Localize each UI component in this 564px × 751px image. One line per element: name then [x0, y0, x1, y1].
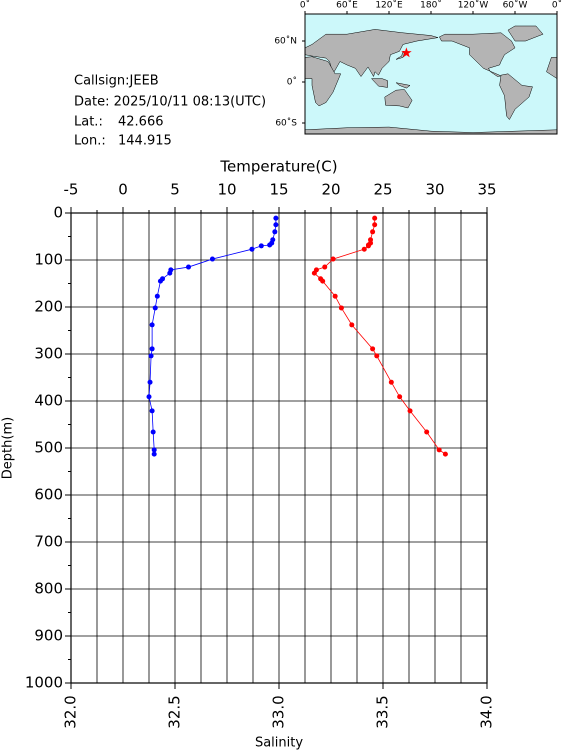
profile-point [151, 451, 157, 457]
profile-point [267, 242, 273, 248]
plot-frame [70, 212, 488, 684]
profile-point [388, 379, 394, 385]
map-lat-label: 0˚ [287, 77, 297, 88]
profile-point [372, 222, 378, 228]
profile-point [436, 447, 442, 453]
profile-point [338, 305, 344, 311]
map-lat-label: 60˚S [275, 118, 297, 129]
profile-point [330, 256, 336, 262]
land [370, 78, 388, 88]
x-tick-label: 5 [170, 181, 180, 199]
map-lon-label: 0˚ [300, 0, 310, 11]
x-tick-label: 25 [373, 181, 392, 199]
y-tick-label: 400 [34, 392, 63, 410]
profile-point [407, 408, 413, 414]
x-tick-label: 20 [321, 181, 340, 199]
profile-point [154, 293, 160, 299]
land [384, 89, 413, 109]
x-tick-label: 15 [269, 181, 288, 199]
land [439, 32, 516, 77]
profile-point [151, 447, 157, 453]
y-tick-label: 100 [34, 251, 63, 269]
profile-point [167, 270, 173, 276]
map-lon-label: 60˚E [336, 0, 358, 11]
x-tick-label: 30 [425, 181, 444, 199]
land [304, 56, 342, 107]
y-tick-label: 300 [34, 345, 63, 363]
profile-point [332, 293, 338, 299]
lat-label: Lat.: [74, 115, 103, 130]
profile-point [374, 353, 380, 359]
profile-point [397, 394, 403, 400]
x-tick-label: 0 [118, 181, 128, 199]
y-tick-label: 900 [34, 627, 63, 645]
map-lon-label: 120˚W [458, 0, 489, 11]
profile-point [186, 264, 192, 270]
callsign: Callsign:JEEB [74, 74, 159, 89]
profile-point [249, 246, 255, 252]
y-tick-label: 1000 [25, 674, 63, 692]
y-axis-title: Depth(m) [1, 417, 16, 479]
map-lon-label: 0˚ [552, 0, 562, 11]
x2-tick-label: 33.0 [270, 695, 288, 728]
profile-point [322, 264, 328, 270]
y-tick-label: 800 [34, 580, 63, 598]
x-tick-label: 35 [477, 181, 496, 199]
profile-point [272, 229, 278, 235]
profile-point [424, 429, 430, 435]
profile-point [442, 451, 448, 457]
map-lon-label: 180˚ [420, 0, 442, 11]
lon-value: 144.915 [118, 134, 172, 149]
land [499, 73, 533, 121]
profile-point [209, 256, 215, 262]
x2-tick-label: 34.0 [478, 695, 496, 728]
profile-point [148, 353, 154, 359]
profile-point [311, 270, 317, 276]
x2-tick-label: 33.5 [374, 695, 392, 728]
profile-point [273, 222, 279, 228]
y-tick-label: 700 [34, 533, 63, 551]
profile-point [365, 243, 371, 249]
profile-point [157, 278, 163, 284]
y-tick-label: 600 [34, 486, 63, 504]
profile-point [146, 394, 152, 400]
profile-point [349, 322, 355, 328]
profile-point [152, 305, 158, 311]
profile-point [372, 215, 378, 221]
profile-point [320, 278, 326, 284]
x-tick-label: -5 [64, 181, 79, 199]
map-lon-label: 60˚W [503, 0, 528, 11]
y-tick-label: 500 [34, 439, 63, 457]
date: Date: 2025/10/11 08:13(UTC) [74, 95, 266, 110]
map: 0˚ 60˚E 120˚E 180˚ 120˚W 60˚W 0˚ 60˚N 0˚ 60˚S [274, 0, 562, 135]
x2-axis-title: Salinity [255, 736, 303, 751]
x-tick-label: 10 [217, 181, 236, 199]
x-axis-title: Temperature(C) [219, 158, 337, 176]
land [395, 82, 411, 89]
y-tick-label: 200 [34, 298, 63, 316]
profile-point [258, 243, 264, 249]
profile-line [313, 218, 446, 455]
land [507, 25, 544, 42]
profile-point [361, 246, 367, 252]
profile-point [370, 229, 376, 235]
lon-label: Lon.: [74, 134, 106, 149]
profile-point [370, 346, 376, 352]
profile-point [273, 215, 279, 221]
x2-tick-label: 32.5 [166, 695, 184, 728]
profile-line [148, 218, 277, 455]
map-lat-label: 60˚N [274, 36, 297, 47]
profile-point [149, 346, 155, 352]
profile-point [147, 379, 153, 385]
profile-point [149, 322, 155, 328]
profile-point [149, 408, 155, 414]
y-tick-label: 0 [53, 204, 63, 222]
station-marker [401, 47, 412, 58]
lat-value: 42.666 [118, 115, 164, 130]
profile-point [150, 429, 156, 435]
map-lon-label: 120˚E [375, 0, 403, 11]
x2-tick-label: 32.0 [62, 695, 80, 728]
